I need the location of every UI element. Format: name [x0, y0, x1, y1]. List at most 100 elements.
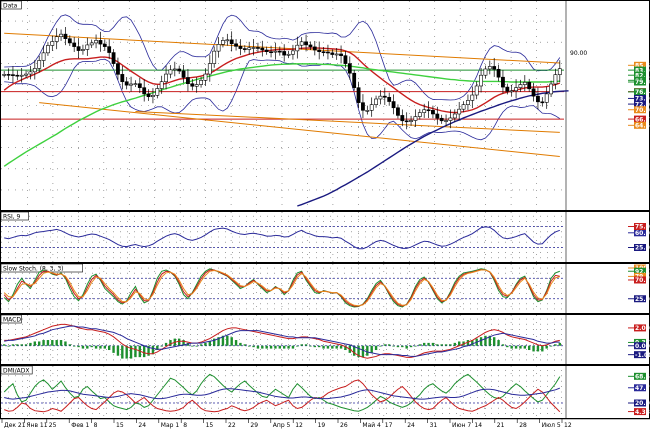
macd-histogram-bar [2, 344, 6, 346]
value-tag [634, 342, 646, 350]
pane-frame [0, 263, 650, 314]
moving-average-line [3, 47, 561, 114]
macd-histogram-bar [506, 345, 509, 348]
x-tick-label: 28 [519, 422, 527, 429]
candle-body [544, 93, 549, 103]
macd-histogram-bar [379, 345, 382, 347]
macd-histogram-bar [401, 345, 404, 348]
value-tag [634, 351, 646, 359]
candle-body [474, 85, 479, 96]
candle-body [492, 66, 497, 70]
macd-histogram-bar [331, 345, 334, 349]
macd-histogram-bar [501, 344, 505, 346]
candle-body [557, 68, 562, 75]
x-tick-label: 17 [385, 422, 393, 429]
macd-histogram-bar [545, 345, 548, 349]
macd-histogram-bar [16, 344, 19, 346]
macd-histogram-bar [339, 345, 343, 349]
candle-body [242, 48, 247, 50]
value-tag [634, 61, 646, 69]
macd-histogram-bar [42, 340, 45, 346]
macd-histogram-bar [121, 345, 124, 359]
macd-histogram-bar [414, 345, 417, 347]
candle-body [229, 39, 234, 45]
candle-body [282, 51, 287, 56]
macd-histogram-bar [191, 345, 194, 347]
candle-body [116, 63, 120, 75]
candle-body [365, 110, 370, 112]
candle-body [356, 87, 361, 103]
pane-title-box [0, 0, 22, 10]
macd-histogram-bar [261, 345, 264, 349]
macd-histogram-bar [269, 345, 273, 349]
macd-histogram-bar [247, 345, 251, 347]
macd-histogram-bar [510, 345, 513, 349]
macd-histogram-bar [164, 342, 168, 346]
macd-histogram-bar [116, 345, 120, 356]
macd-histogram-bar [479, 337, 483, 346]
value-tag-label: 76.40 [635, 89, 650, 96]
macd-histogram-bar [51, 340, 54, 346]
macd-histogram-bar [405, 345, 408, 349]
candle-body [522, 81, 527, 85]
candle-body [431, 110, 435, 115]
candle-body [509, 90, 514, 93]
indicator-line [4, 387, 560, 400]
candle-body [527, 81, 532, 90]
value-tag [634, 276, 646, 284]
value-tag-label: 25.00 [635, 245, 650, 252]
candle-body [124, 81, 129, 86]
macd-histogram-bar [177, 338, 181, 346]
macd-histogram-bar [296, 345, 299, 347]
macd-histogram-bar [147, 345, 150, 356]
value-tag [634, 384, 646, 392]
x-tick-label: Фев 1 [71, 422, 89, 429]
macd-histogram-bar [322, 345, 325, 349]
value-tag-label: 83.99 [635, 67, 650, 74]
macd-histogram-bar [344, 345, 347, 351]
candle-body [422, 109, 427, 113]
candle-body [2, 74, 7, 76]
indicator-line [4, 226, 560, 250]
candle-body [417, 112, 422, 117]
candle-body [190, 83, 195, 87]
candle-body [120, 74, 125, 83]
macd-histogram-bar [444, 344, 448, 346]
macd-histogram-bar [204, 342, 207, 346]
candle-body [247, 47, 252, 50]
value-tag-label: 79.85 [635, 79, 650, 86]
macd-histogram-bar [81, 345, 85, 349]
macd-histogram-bar [361, 345, 365, 358]
candle-body [142, 87, 147, 95]
x-tick-label: 24 [138, 422, 146, 429]
macd-histogram-bar [304, 344, 308, 346]
candle-body [63, 33, 68, 39]
macd-histogram-bar [282, 345, 286, 349]
macd-histogram-bar [453, 342, 457, 346]
value-tag [634, 229, 646, 237]
macd-histogram-bar [37, 341, 41, 346]
macd-histogram-bar [29, 342, 32, 346]
macd-histogram-bar [7, 345, 10, 347]
macd-histogram-bar [383, 344, 387, 346]
macd-histogram-bar [94, 345, 98, 349]
candle-body [199, 80, 203, 85]
value-tag [634, 272, 646, 280]
candle-body [50, 41, 55, 46]
macd-histogram-bar [287, 345, 290, 349]
macd-histogram-bar [440, 344, 443, 346]
macd-histogram-bar [24, 344, 28, 346]
value-tag [634, 94, 646, 102]
candle-body [11, 74, 15, 76]
macd-histogram-bar [72, 345, 76, 347]
macd-histogram-bar [409, 345, 413, 348]
value-tag-label: 75.00 [635, 224, 650, 231]
candle-body [155, 88, 160, 96]
candle-body [466, 100, 470, 105]
value-tag [634, 106, 646, 114]
value-tag-label: 47.73 [635, 385, 650, 392]
macd-histogram-bar [449, 344, 452, 346]
candle-body [107, 46, 112, 53]
candle-body [54, 36, 59, 42]
